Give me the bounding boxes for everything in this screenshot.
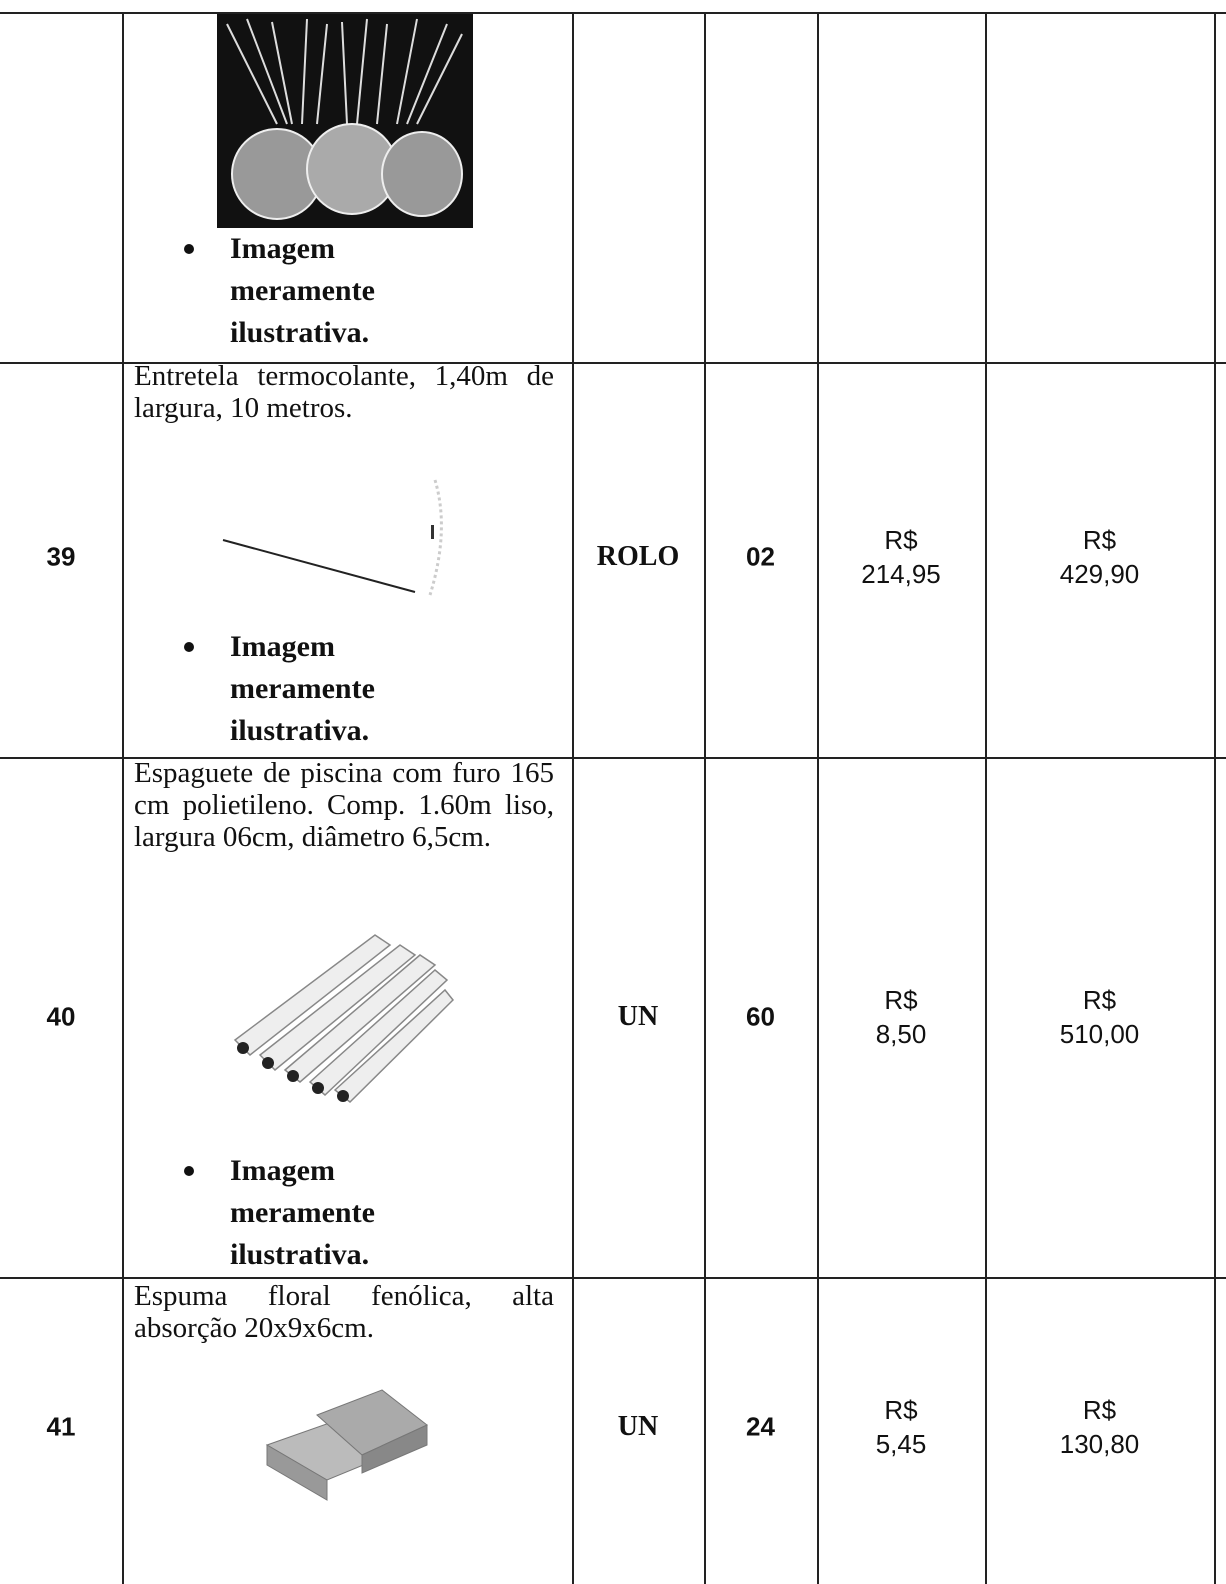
- item-description: Entretela termocolante, 1,40m de largura…: [134, 360, 554, 424]
- table-border: [1214, 12, 1216, 1584]
- total-price: R$ 130,80: [1059, 1395, 1140, 1459]
- item-number: 39: [0, 542, 122, 573]
- unit: UN: [572, 1411, 704, 1443]
- table-border: [572, 12, 574, 1584]
- unit: ROLO: [572, 541, 704, 573]
- unit: UN: [617, 1001, 659, 1032]
- item-description: Espaguete de piscina com furo 165 cm pol…: [134, 757, 554, 853]
- table-border: [817, 12, 819, 1584]
- quantity: 60: [704, 1002, 817, 1033]
- table-border: [0, 12, 1226, 14]
- quantity: 24: [704, 1412, 817, 1443]
- image-note: Imagem meramente ilustrativa.: [230, 232, 375, 349]
- item-description: Espuma floral fenólica, alta absorção 20…: [134, 1280, 554, 1344]
- total-price: R$ 429,90: [985, 523, 1214, 591]
- bullet: [184, 244, 194, 254]
- unit-price: R$ 5,45: [817, 1393, 985, 1461]
- item-number: 39: [46, 541, 76, 572]
- product-image: [217, 14, 473, 228]
- total-price: R$ 429,90: [1059, 525, 1140, 589]
- unit-price: R$ 5,45: [875, 1395, 927, 1459]
- table-border: [122, 12, 124, 1584]
- bullet: [184, 642, 194, 652]
- table-border: [704, 12, 706, 1584]
- table-border: [0, 1277, 1226, 1279]
- product-image: [222, 479, 443, 596]
- image-note: Imagem meramente ilustrativa.: [230, 1154, 375, 1271]
- unit-price: R$ 8,50: [875, 985, 927, 1049]
- unit: UN: [617, 1411, 659, 1442]
- image-note: Imagem meramente ilustrativa.: [230, 630, 375, 747]
- quantity: 24: [746, 1411, 775, 1442]
- quantity: 60: [746, 1001, 775, 1032]
- total-price: R$ 510,00: [1059, 985, 1140, 1049]
- table-border: [0, 757, 1226, 759]
- table-border: [0, 362, 1226, 364]
- item-number: 41: [46, 1411, 76, 1442]
- quantity: 02: [746, 541, 775, 572]
- quantity: 02: [704, 542, 817, 573]
- bullet: [184, 1166, 194, 1176]
- item-number: 41: [0, 1412, 122, 1443]
- unit: UN: [572, 1001, 704, 1033]
- total-price: R$ 130,80: [985, 1393, 1214, 1461]
- item-number: 40: [46, 1001, 76, 1032]
- item-number: 40: [0, 1002, 122, 1033]
- unit: ROLO: [596, 541, 680, 572]
- table-border: [985, 12, 987, 1584]
- product-image: [265, 1389, 428, 1501]
- unit-price: R$ 8,50: [817, 983, 985, 1051]
- total-price: R$ 510,00: [985, 983, 1214, 1051]
- product-image: [233, 934, 455, 1104]
- unit-price: R$ 214,95: [861, 525, 941, 589]
- unit-price: R$ 214,95: [817, 523, 985, 591]
